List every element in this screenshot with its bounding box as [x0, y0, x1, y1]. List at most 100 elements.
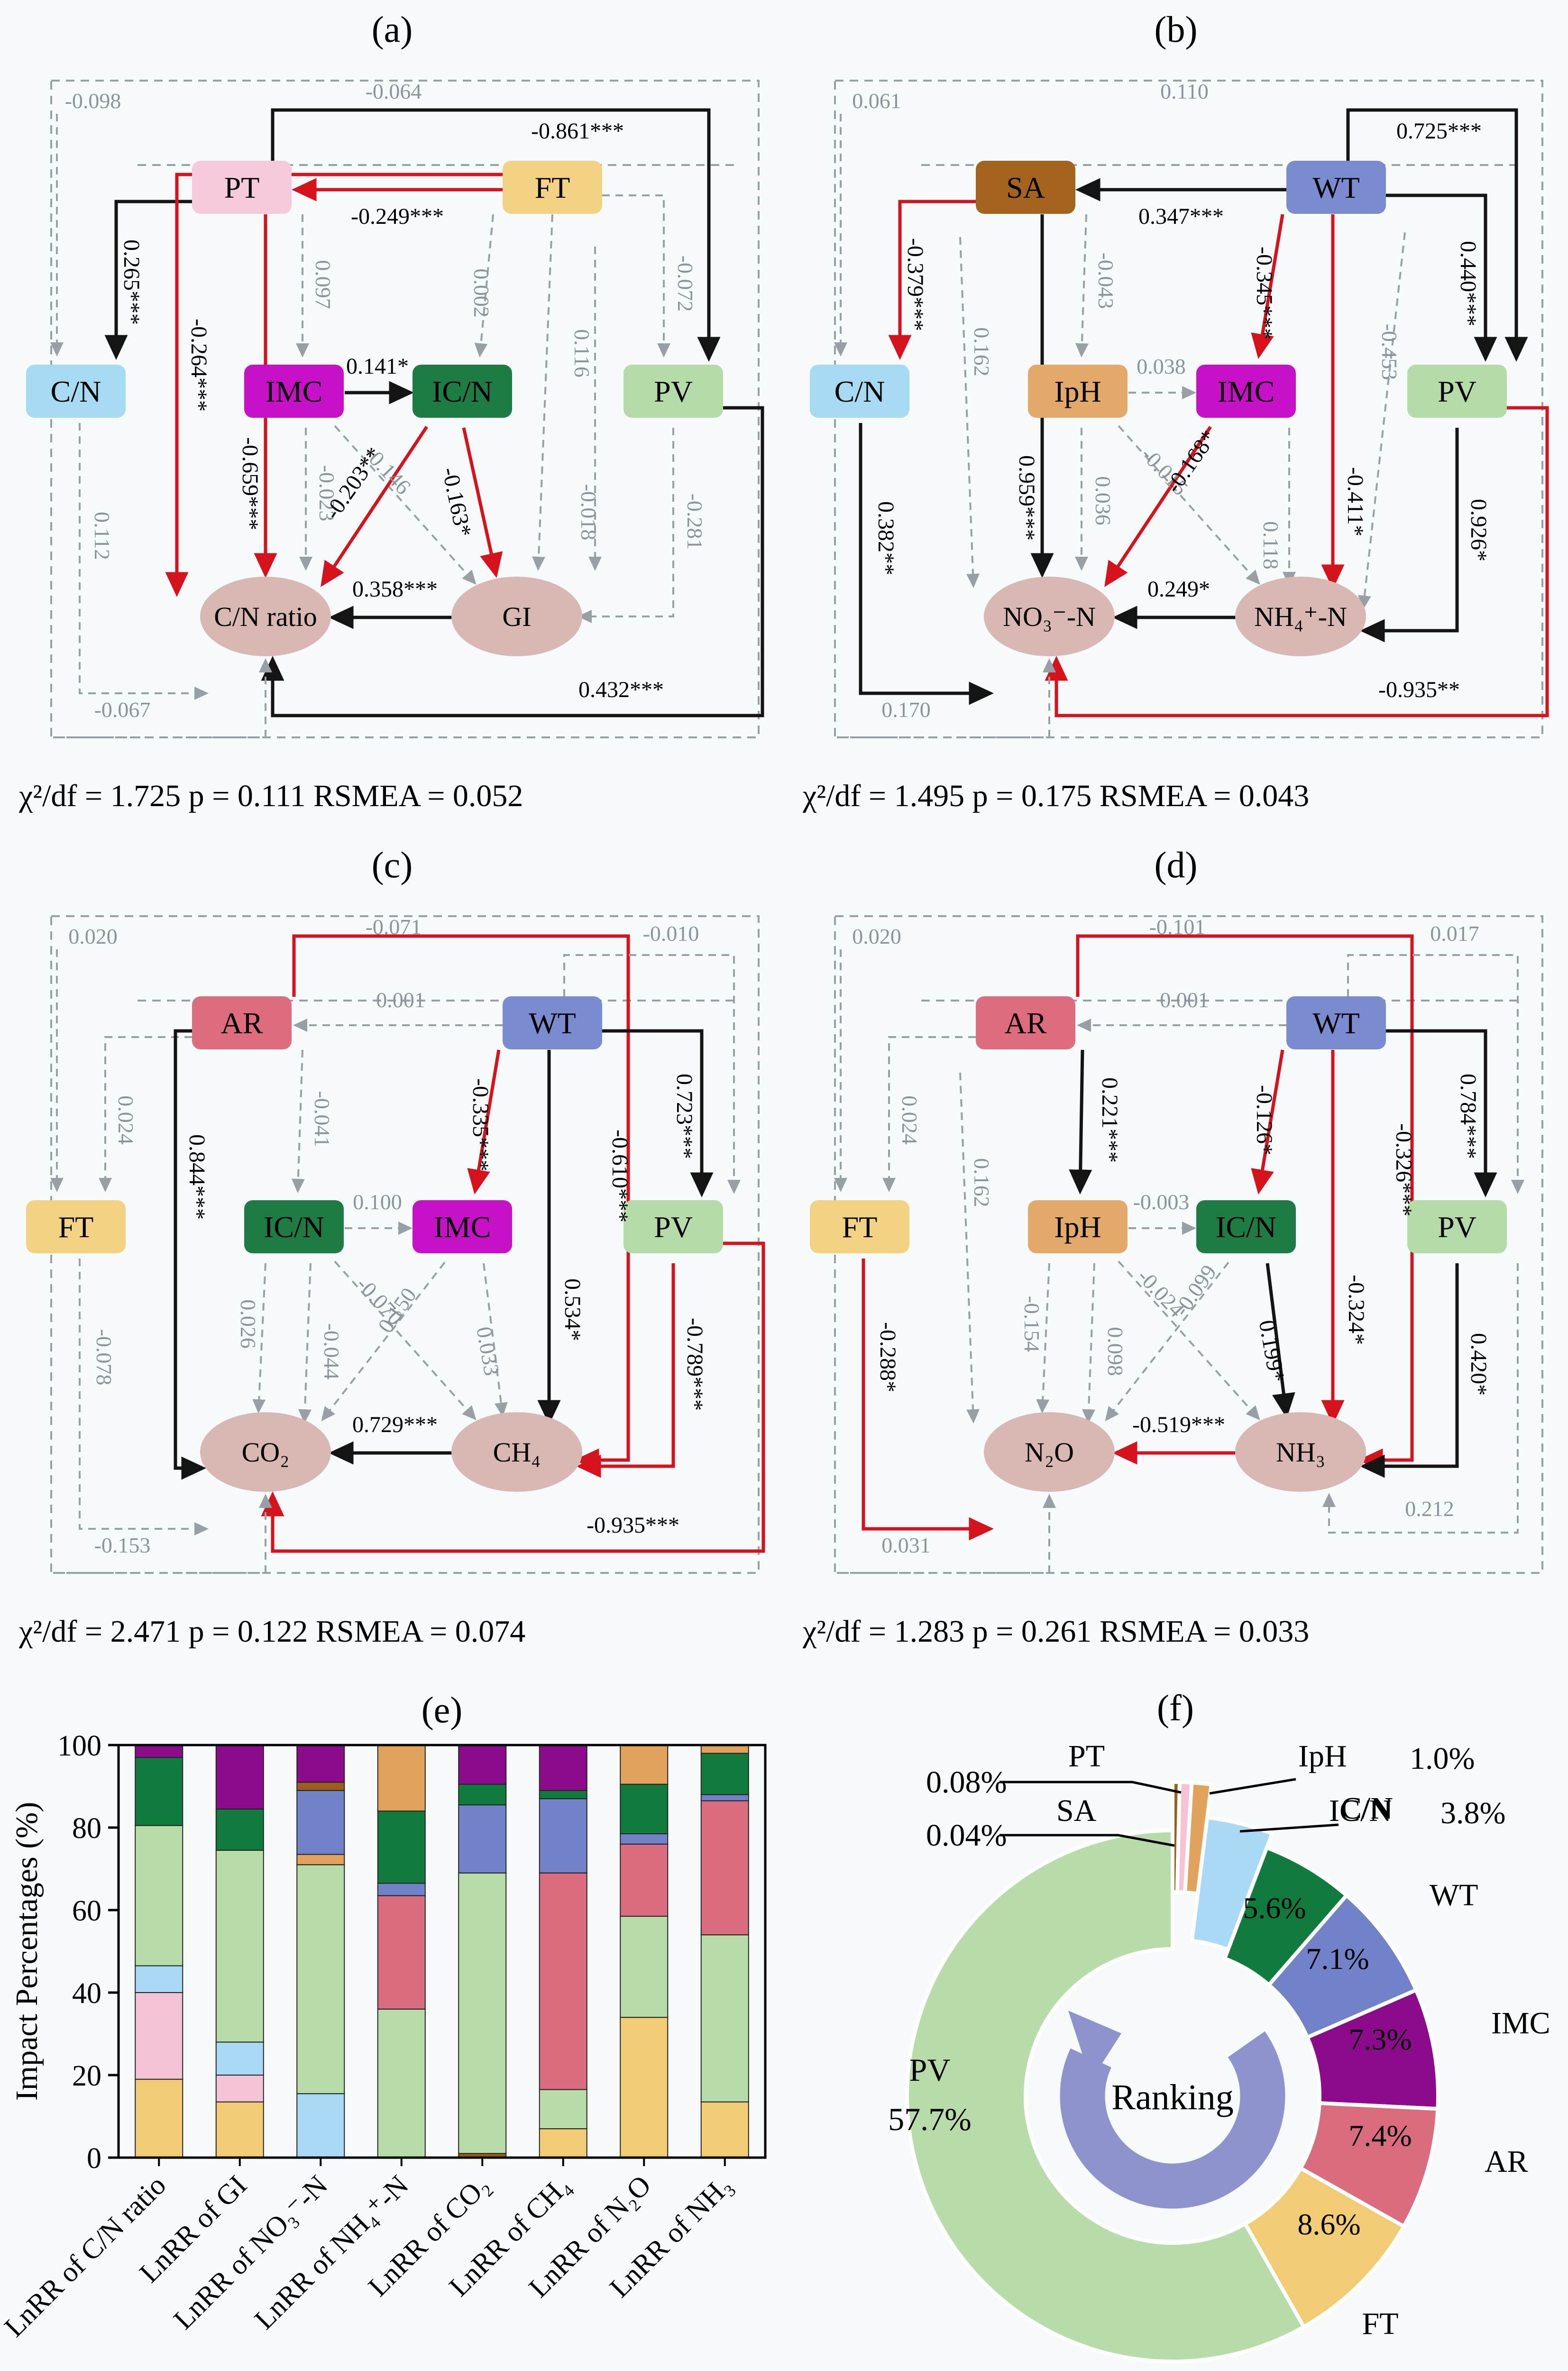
sem-coef-b-3: 0.347*** [1138, 204, 1224, 229]
sem-coef-d-20: -0.519*** [1132, 1412, 1225, 1437]
sem-coef-a-20: 0.112 [90, 512, 114, 560]
sem-node-a-FT: FT [503, 161, 602, 214]
node-label-NH3: NH₃ [1276, 1437, 1325, 1468]
sem-node-b-CN: C/N [810, 365, 909, 418]
sem-coef-d-8: -0.324* [1344, 1275, 1369, 1345]
node-box [192, 996, 292, 1049]
node-box [624, 365, 723, 418]
node-box [976, 161, 1075, 214]
y-tick-label: 100 [57, 1730, 101, 1762]
leader-line-IpH [1209, 1778, 1296, 1795]
sem-stats-a: χ²/df = 1.725 p = 0.111 RSMEA = 0.052 [18, 779, 523, 813]
panel-title-d: (d) [1155, 844, 1198, 885]
sem-coef-c-3: 0.024 [114, 1095, 138, 1145]
sem-edge-c-19 [261, 1241, 765, 1553]
node-label-AR: AR [221, 1006, 263, 1040]
bar-seg-IMC [539, 1745, 587, 1791]
sem-node-a-CNratio: C/N ratio [200, 577, 331, 656]
sem-coef-b-9: -0.411* [1343, 467, 1368, 536]
sem-edge-d-5 [959, 1072, 980, 1424]
sem-coef-a-13: -0.023 [315, 465, 339, 522]
node-box [1286, 161, 1386, 214]
node-box [244, 365, 344, 418]
sem-edge-b-7 [959, 237, 980, 588]
bar-seg-AR [377, 1895, 426, 2010]
node-box [26, 365, 126, 418]
node-label-FT: FT [535, 171, 570, 204]
sem-edge-d-7 [1251, 1049, 1284, 1195]
sem-edge-d-3 [882, 1036, 976, 1192]
sem-coef-c-0: -0.071 [366, 915, 422, 939]
bar-seg-AR [700, 1800, 749, 1936]
sem-coef-b-19: 0.926* [1466, 499, 1491, 561]
node-box [503, 161, 602, 214]
sem-edge-c-5 [174, 1029, 206, 1480]
sem-node-c-CO2: CO₂ [200, 1412, 331, 1492]
plot-frame [117, 1744, 767, 2159]
sem-coef-c-21: -0.153 [94, 1533, 151, 1557]
sem-coef-d-10: 0.017 [1430, 921, 1479, 946]
y-tick-label: 40 [72, 1977, 101, 2010]
bar-seg-IpH [296, 1854, 345, 1866]
panel-title-a: (a) [372, 9, 413, 50]
node-box [244, 1200, 344, 1253]
bar-seg-PV [215, 1849, 264, 2043]
donut-name-SA: SA [1056, 1793, 1097, 1828]
sem-node-b-NO3: NO₃⁻-N [984, 577, 1115, 656]
bar-seg-IpH [620, 1745, 669, 1785]
node-ellipse [200, 577, 331, 656]
sem-coef-b-13: 0.038 [1137, 354, 1186, 378]
bar-seg-PV [377, 2008, 426, 2158]
sem-edge-c-15 [334, 1260, 477, 1420]
sem-node-d-WT: WT [1286, 996, 1386, 1049]
sem-coef-d-0: -0.101 [1149, 915, 1206, 939]
sem-edge-b-12 [1357, 232, 1406, 610]
node-label-PV: PV [1438, 1210, 1476, 1244]
sem-coef-d-3: 0.024 [898, 1095, 922, 1145]
bar-seg-FT [135, 2078, 183, 2159]
bar-seg-WT [539, 1798, 587, 1874]
bar-seg-FT [620, 2017, 669, 2158]
sem-coef-a-7: 0.097 [311, 260, 335, 309]
ranking-arrow-band [1060, 2031, 1285, 2209]
node-box [1407, 365, 1507, 418]
sem-coef-b-10: 0.118 [1259, 521, 1283, 570]
sem-edge-a-16 [462, 427, 503, 578]
sem-edge-c-7 [467, 1049, 501, 1195]
sem-edge-c-16 [321, 1261, 446, 1422]
bar-seg-WT [296, 1790, 345, 1855]
sem-node-d-AR: AR [976, 996, 1075, 1049]
sem-node-c-ICN: IC/N [244, 1200, 344, 1253]
sem-coef-b-5: 0.959*** [1014, 455, 1039, 541]
sem-coef-a-19: 0.432*** [578, 677, 664, 702]
sem-node-c-PV: PV [624, 1200, 723, 1253]
bar-seg-IMC [215, 1745, 264, 1810]
sem-coef-c-20: 0.729*** [352, 1412, 438, 1437]
node-label-PV: PV [654, 1210, 693, 1244]
sem-edge-a-14 [334, 425, 477, 585]
bar-seg-WT [458, 1804, 507, 1874]
donut-pct-IMC: 7.3% [1348, 2022, 1412, 2056]
bar-seg-PV [539, 2089, 587, 2130]
y-tick-label: 80 [72, 1812, 101, 1845]
bar-seg-AR [539, 1872, 587, 2090]
bar-seg-PT [215, 2075, 264, 2103]
sem-node-a-PV: PV [624, 365, 723, 418]
sem-panel-a: (a) PT FT C/N IMC IC/N PV C/N ratio GI -0.064 -0.0… [18, 9, 764, 813]
node-label-IpH: IpH [1054, 1210, 1101, 1244]
sem-coef-d-2: 0.001 [1160, 988, 1209, 1012]
node-label-IMC: IMC [434, 1210, 491, 1244]
node-label-ICN: IC/N [1216, 1210, 1276, 1244]
bar-seg-IC/N [539, 1790, 587, 1800]
sem-edge-b-17 [859, 423, 994, 705]
sem-coef-a-6: -0.659*** [238, 437, 263, 530]
sem-coef-b-7: 0.162 [970, 327, 994, 377]
sem-node-d-NH3: NH₃ [1235, 1412, 1366, 1492]
sem-coef-c-2: 0.001 [376, 988, 425, 1012]
sem-panel-c: (c) AR WT FT IC/N IMC PV CO₂ CH₄ -0.071 0.020 0.001… [18, 844, 765, 1649]
sem-edge-c-21 [53, 1494, 272, 1574]
sem-coef-b-18: 0.249* [1147, 577, 1210, 602]
bar-seg-FT [539, 2128, 587, 2158]
sem-coef-c-11: 0.100 [353, 1190, 402, 1214]
sem-coef-b-20: -0.935** [1378, 677, 1460, 702]
